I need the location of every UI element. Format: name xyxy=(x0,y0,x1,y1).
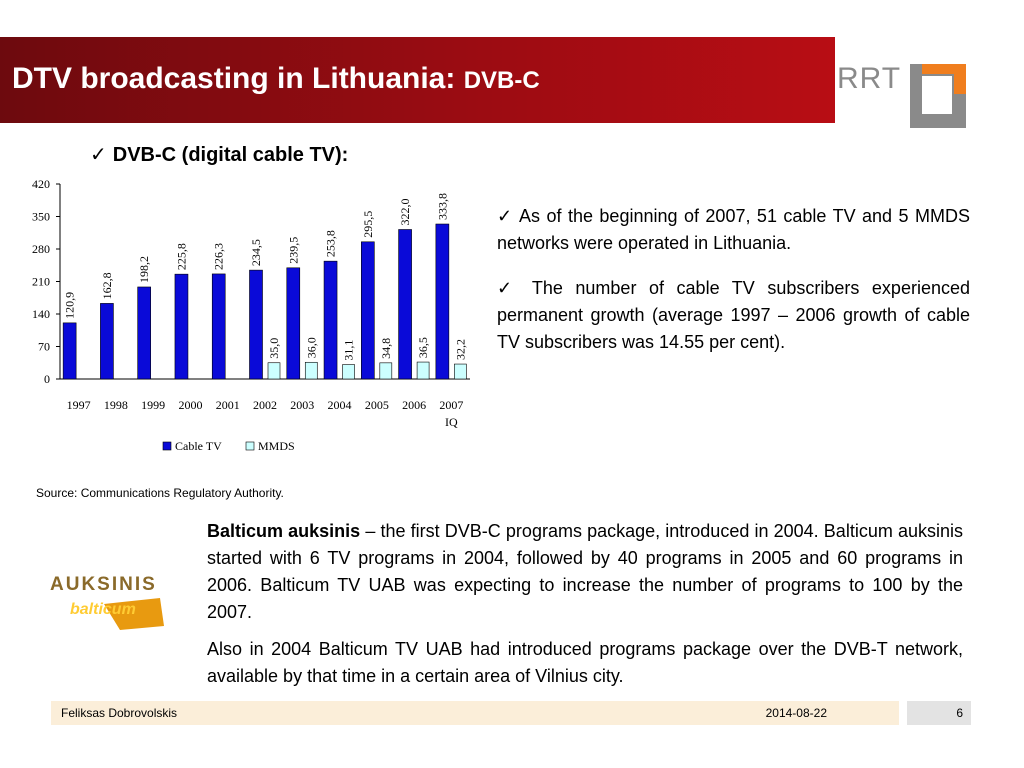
mmds-bar xyxy=(267,362,281,380)
mmds-bar xyxy=(304,361,318,380)
cable-tv-value-label: 120,9 xyxy=(63,292,77,319)
cable-tv-value-label: 198,2 xyxy=(137,256,151,283)
cable-tv-bar xyxy=(100,303,114,380)
x-tick-label: 1998 xyxy=(104,398,128,412)
legend-swatch-mmds xyxy=(245,441,255,451)
logo-line1: AUKSINIS xyxy=(50,574,157,595)
cable-tv-bar xyxy=(174,273,189,380)
check-icon: ✓ xyxy=(90,144,107,166)
x-tick-label: 2005 xyxy=(365,398,389,412)
cable-tv-value-label: 225,8 xyxy=(174,243,188,270)
legend-label-cable-tv: Cable TV xyxy=(175,439,222,453)
source-note: Source: Communications Regulatory Author… xyxy=(36,486,284,500)
chart-heading: ✓ DVB-C (digital cable TV): xyxy=(90,142,348,167)
cable-tv-bar xyxy=(211,273,226,380)
mmds-value-label: 32,2 xyxy=(453,339,467,360)
x-tick-label: 2002 xyxy=(253,398,277,412)
y-tick-label: 0 xyxy=(44,372,50,386)
slide-title: DTV broadcasting in Lithuania: DVB-C xyxy=(12,62,540,96)
x-tick-label: 2004 xyxy=(328,398,352,412)
title-sub: DVB-C xyxy=(463,67,540,94)
mmds-value-label: 35,0 xyxy=(267,338,281,359)
cable-tv-value-label: 234,5 xyxy=(249,239,263,266)
package-name: Balticum auksinis xyxy=(207,521,361,541)
cable-tv-bar xyxy=(323,260,338,380)
cable-tv-value-label: 295,5 xyxy=(361,211,375,238)
description: Balticum auksinis – the first DVB-C prog… xyxy=(207,518,963,700)
x-tick-label: 1999 xyxy=(141,398,165,412)
legend-swatch-cable-tv xyxy=(162,441,172,451)
footer: Feliksas Dobrovolskis 2014-08-22 xyxy=(51,701,899,725)
description-paragraph: Balticum auksinis – the first DVB-C prog… xyxy=(207,518,963,626)
cable-tv-bar xyxy=(249,269,263,380)
bullet-list: ✓ As of the beginning of 2007, 51 cable … xyxy=(497,203,970,374)
bar-chart: 0 70 140 210 280 350 420 120,9 1997 162,8 1998 198,… xyxy=(32,177,470,453)
x-tick-label: 2001 xyxy=(216,398,240,412)
title-bar xyxy=(0,37,835,123)
cable-tv-bar xyxy=(62,322,77,380)
mmds-value-label: 36,5 xyxy=(416,337,430,358)
y-tick-label: 140 xyxy=(32,307,50,321)
x-tick-label: 2000 xyxy=(178,398,202,412)
legend-label-mmds: MMDS xyxy=(258,439,295,453)
cable-tv-value-label: 239,5 xyxy=(286,237,300,264)
y-tick-label: 350 xyxy=(32,210,50,224)
y-tick-label: 420 xyxy=(32,177,50,191)
x-tick-label: IQ xyxy=(445,415,458,429)
mmds-bar xyxy=(342,364,355,380)
y-tick-label: 280 xyxy=(32,242,50,256)
description-text: – the first DVB-C programs package, intr… xyxy=(207,521,963,622)
cable-tv-value-label: 333,8 xyxy=(435,193,449,220)
x-tick-label: 2007 xyxy=(439,398,463,412)
page-number: 6 xyxy=(956,706,963,720)
cable-tv-value-label: 322,0 xyxy=(398,199,412,226)
mmds-value-label: 34,8 xyxy=(379,338,393,359)
cable-tv-bar xyxy=(286,267,301,380)
mmds-value-label: 36,0 xyxy=(304,337,318,358)
chart-heading-text: DVB-C (digital cable TV): xyxy=(112,144,349,166)
bullet-item: ✓ The number of cable TV subscribers exp… xyxy=(497,278,970,352)
mmds-bar xyxy=(416,361,430,380)
x-tick-label: 2006 xyxy=(402,398,426,412)
cable-tv-bar xyxy=(435,223,450,380)
balticum-auksinis-logo: AUKSINIS balticum xyxy=(50,574,164,630)
mmds-bar xyxy=(454,363,467,380)
cable-tv-value-label: 162,8 xyxy=(100,272,114,299)
footer-date: 2014-08-22 xyxy=(765,706,827,720)
x-tick-label: 2003 xyxy=(290,398,314,412)
footer-author: Feliksas Dobrovolskis xyxy=(61,706,178,720)
y-tick-label: 70 xyxy=(38,340,50,354)
cable-tv-bar xyxy=(361,241,375,380)
title-main: DTV broadcasting in Lithuania: xyxy=(12,62,456,95)
rrt-logo-text: RRT xyxy=(837,62,901,95)
cable-tv-value-label: 226,3 xyxy=(212,243,226,270)
rrt-logo: RRT xyxy=(837,62,966,128)
y-tick-label: 210 xyxy=(32,275,50,289)
cable-tv-bar xyxy=(137,286,151,380)
cable-tv-bar xyxy=(398,229,412,380)
mmds-bar xyxy=(379,362,393,380)
x-tick-label: 1997 xyxy=(67,398,91,412)
cable-tv-value-label: 253,8 xyxy=(324,230,338,257)
description-paragraph: Also in 2004 Balticum TV UAB had introdu… xyxy=(207,639,963,686)
logo-line2: balticum xyxy=(70,601,136,618)
page-number-box: 6 xyxy=(907,701,971,725)
bullet-item: ✓ As of the beginning of 2007, 51 cable … xyxy=(497,206,970,253)
mmds-value-label: 31,1 xyxy=(342,340,356,361)
